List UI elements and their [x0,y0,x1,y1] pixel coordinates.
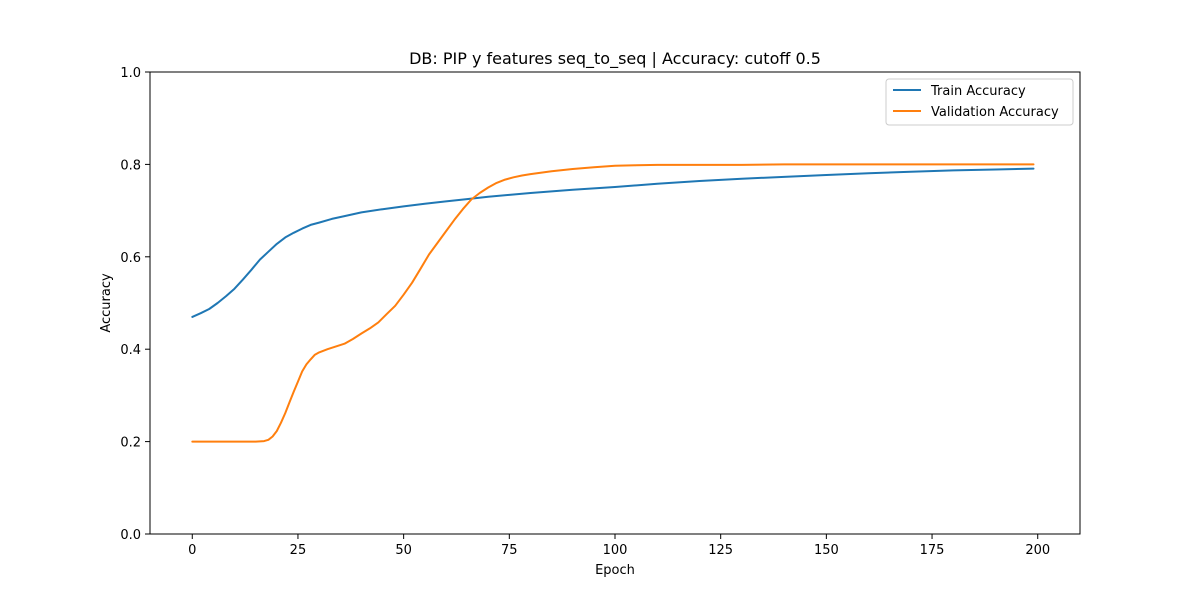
y-axis: 0.0 0.2 0.4 0.6 0.8 1.0 [120,66,150,543]
legend-box [885,78,1074,126]
y-axis-label: Accuracy [99,273,114,333]
y-tick-label: 1.0 [120,66,141,81]
x-axis: 0 25 50 75 100 125 150 175 200 [188,534,1050,558]
train-accuracy-line [191,167,1035,318]
legend-label-train: Train Accuracy [930,84,1026,99]
x-tick-label: 75 [501,543,518,558]
chart-title: DB: PIP y features seq_to_seq | Accuracy… [409,49,821,69]
legend: Train Accuracy Validation Accuracy [885,78,1074,126]
x-axis-label: Epoch [595,563,635,578]
x-tick-label: 150 [814,543,839,558]
x-tick-label: 100 [603,543,628,558]
x-tick-label: 175 [920,543,945,558]
y-tick-label: 0.2 [120,436,141,451]
x-tick-label: 25 [290,543,307,558]
y-tick-label: 0.8 [120,158,141,173]
plot-frame [149,71,1081,535]
series-layer [191,163,1035,443]
x-tick-label: 50 [395,543,412,558]
legend-label-validation: Validation Accuracy [931,105,1059,120]
x-tick-label: 0 [188,543,196,558]
validation-accuracy-line [191,163,1035,443]
x-tick-label: 125 [708,543,733,558]
y-tick-label: 0.6 [120,251,141,266]
y-tick-label: 0.4 [120,343,141,358]
x-tick-label: 200 [1025,543,1050,558]
y-tick-label: 0.0 [120,528,141,543]
